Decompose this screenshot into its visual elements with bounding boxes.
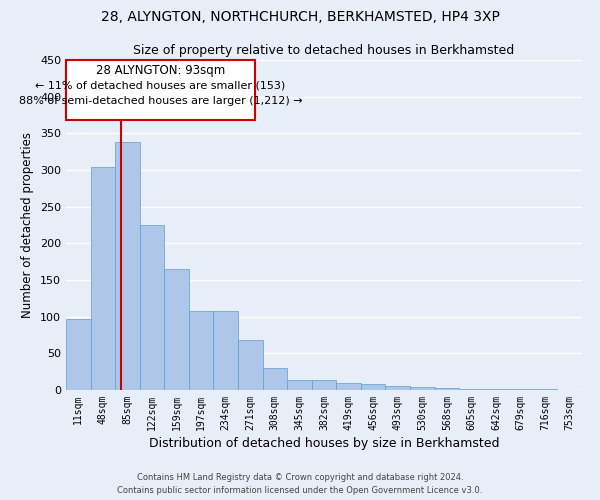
Bar xyxy=(533,388,557,390)
Title: Size of property relative to detached houses in Berkhamsted: Size of property relative to detached ho… xyxy=(133,44,515,58)
Bar xyxy=(238,340,263,390)
Bar xyxy=(385,386,410,390)
Bar xyxy=(434,388,459,390)
Bar xyxy=(410,387,434,390)
Text: 88% of semi-detached houses are larger (1,212) →: 88% of semi-detached houses are larger (… xyxy=(19,96,302,106)
Y-axis label: Number of detached properties: Number of detached properties xyxy=(22,132,34,318)
Bar xyxy=(164,269,189,390)
Bar xyxy=(336,382,361,390)
Bar xyxy=(140,225,164,390)
Text: 28 ALYNGTON: 93sqm: 28 ALYNGTON: 93sqm xyxy=(96,64,225,77)
X-axis label: Distribution of detached houses by size in Berkhamsted: Distribution of detached houses by size … xyxy=(149,437,499,450)
Text: Contains HM Land Registry data © Crown copyright and database right 2024.
Contai: Contains HM Land Registry data © Crown c… xyxy=(118,474,482,495)
Bar xyxy=(91,167,115,390)
Bar xyxy=(263,368,287,390)
Bar xyxy=(287,380,312,390)
Bar xyxy=(459,388,484,390)
Text: 28, ALYNGTON, NORTHCHURCH, BERKHAMSTED, HP4 3XP: 28, ALYNGTON, NORTHCHURCH, BERKHAMSTED, … xyxy=(101,10,499,24)
Bar xyxy=(361,384,385,390)
Bar xyxy=(214,311,238,390)
Bar xyxy=(189,311,214,390)
Bar xyxy=(312,380,336,390)
Bar xyxy=(115,142,140,390)
FancyBboxPatch shape xyxy=(66,60,255,120)
Bar xyxy=(484,388,508,390)
Bar xyxy=(66,319,91,390)
Text: ← 11% of detached houses are smaller (153): ← 11% of detached houses are smaller (15… xyxy=(35,80,286,90)
